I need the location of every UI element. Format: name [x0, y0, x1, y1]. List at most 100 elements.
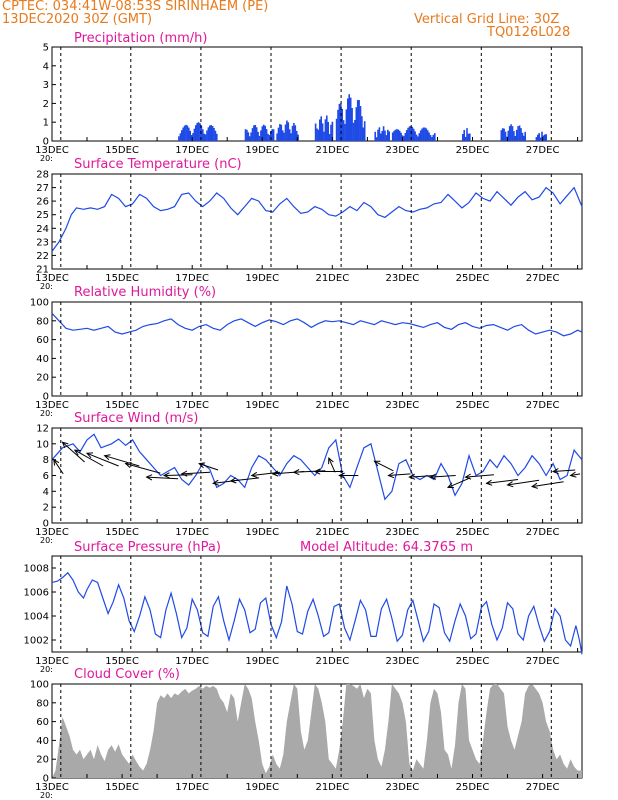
wind-arrow-head	[292, 469, 300, 476]
precip-bar	[181, 130, 183, 141]
precip-bar	[541, 131, 543, 141]
precip-bar	[463, 130, 465, 141]
wind-ytick-label: 8	[43, 455, 49, 466]
wind-xtick-label: 17DEC	[175, 527, 209, 538]
precip-ytick-label: 2	[43, 99, 49, 110]
precip-bar	[382, 126, 385, 141]
precip-ytick-label: 3	[43, 80, 49, 91]
precip-xtick-label: 25DEC	[456, 145, 490, 156]
precip-bar	[314, 123, 317, 141]
cloud-xtick-label: 25DEC	[456, 782, 490, 793]
temp-series-line	[51, 186, 583, 252]
precip-xtick-label: 15DEC	[105, 145, 139, 156]
wind-arrow-head	[271, 470, 279, 477]
precip-bar	[424, 127, 426, 141]
precip-bar	[178, 136, 180, 141]
wind-arrow-head	[198, 462, 206, 469]
rh-xtick-label: 21DEC	[315, 400, 349, 411]
precip-bar	[515, 129, 518, 141]
precip-bar	[214, 130, 217, 141]
rh-ytick-label: 20	[36, 373, 49, 384]
wind-arrow-head	[328, 457, 334, 465]
precip-bar	[204, 134, 207, 141]
precip-bar	[206, 130, 208, 141]
wind-title: Surface Wind (m/s)	[74, 411, 198, 426]
precip-bar	[326, 115, 328, 141]
wind-arrow	[374, 460, 394, 472]
precip-bar	[211, 126, 214, 141]
cloud-ytick-label: 20	[36, 755, 49, 766]
precip-bar	[188, 127, 190, 141]
cloud-ytick-label: 40	[36, 736, 49, 747]
precip-bar	[209, 125, 211, 141]
header-station: CPTEC: 034:41W-08:53S SIRINHAEM (PE)	[2, 0, 269, 14]
precip-bar	[358, 100, 360, 141]
pressure-ytick-label: 1002	[24, 636, 49, 647]
rh-xtick-label: 17DEC	[175, 400, 209, 411]
temp-ytick-label: 21	[36, 265, 49, 276]
precip-bar	[338, 103, 341, 141]
rh-title: Relative Humidity (%)	[74, 285, 216, 300]
rh-xtick-label: 19DEC	[245, 400, 279, 411]
wind-arrow-head	[85, 452, 94, 459]
wind-arrow	[430, 475, 456, 478]
precip-bar	[276, 133, 278, 141]
precip-bar	[280, 124, 283, 141]
precip-bar	[422, 127, 425, 141]
precip-bar	[202, 129, 204, 141]
wind-arrow	[230, 477, 260, 482]
precip-bar	[428, 132, 430, 141]
precip-frame	[51, 46, 583, 142]
precip-bar	[190, 135, 193, 141]
wind-xtick-label: 25DEC	[456, 527, 490, 538]
precip-bar	[510, 124, 512, 141]
wind-ytick-label: 6	[43, 471, 49, 482]
precip-bar	[352, 122, 355, 141]
precip-bar	[342, 120, 345, 141]
precip-bar	[279, 124, 281, 141]
wind-arrow-head	[551, 468, 559, 475]
cloud-xtick-label: 21DEC	[315, 782, 349, 793]
precip-bar	[347, 98, 349, 141]
precip-bar	[244, 129, 247, 141]
wind-arrow-head	[103, 454, 111, 461]
precip-bar	[286, 120, 288, 141]
wind-overflow-label: 20:	[40, 536, 53, 545]
wind-arrow	[532, 481, 564, 488]
cloud-title: Cloud Cover (%)	[74, 667, 180, 682]
precip-bar	[354, 120, 356, 141]
precip-bar	[319, 119, 321, 141]
precip-bar	[255, 127, 258, 141]
precip-bar	[196, 122, 198, 141]
temp-ytick-label: 27	[36, 183, 49, 194]
precip-bar	[182, 127, 184, 141]
precip-bar	[295, 130, 298, 141]
wind-arrow	[447, 477, 471, 488]
wind-arrow-head	[61, 441, 69, 448]
precip-bar	[521, 132, 524, 141]
wind-arrow-head	[338, 472, 345, 479]
wind-arrow-head	[530, 482, 538, 489]
wind-arrow-head	[408, 473, 416, 480]
precip-bar	[186, 125, 189, 141]
precip-bar	[345, 109, 348, 141]
precip-bar	[328, 134, 331, 141]
rh-ytick-label: 80	[36, 316, 49, 327]
header-model-code: TQ0126L028	[487, 25, 571, 40]
temp-xtick-label: 15DEC	[105, 273, 139, 284]
precip-bar	[253, 125, 255, 141]
rh-ytick-label: 100	[30, 298, 49, 309]
precip-bar	[384, 130, 386, 141]
precip-bar	[207, 127, 210, 141]
precip-bar	[405, 130, 408, 141]
precip-bar	[247, 132, 250, 141]
precip-bar	[283, 132, 285, 141]
precip-bar	[381, 131, 383, 141]
precip-bar	[320, 116, 322, 141]
precip-bar	[378, 127, 381, 141]
precip-bar	[524, 131, 526, 141]
precip-bar	[183, 125, 186, 141]
pressure-ytick-label: 1006	[24, 588, 49, 599]
precip-bar	[260, 130, 262, 141]
temp-frame	[51, 173, 583, 270]
